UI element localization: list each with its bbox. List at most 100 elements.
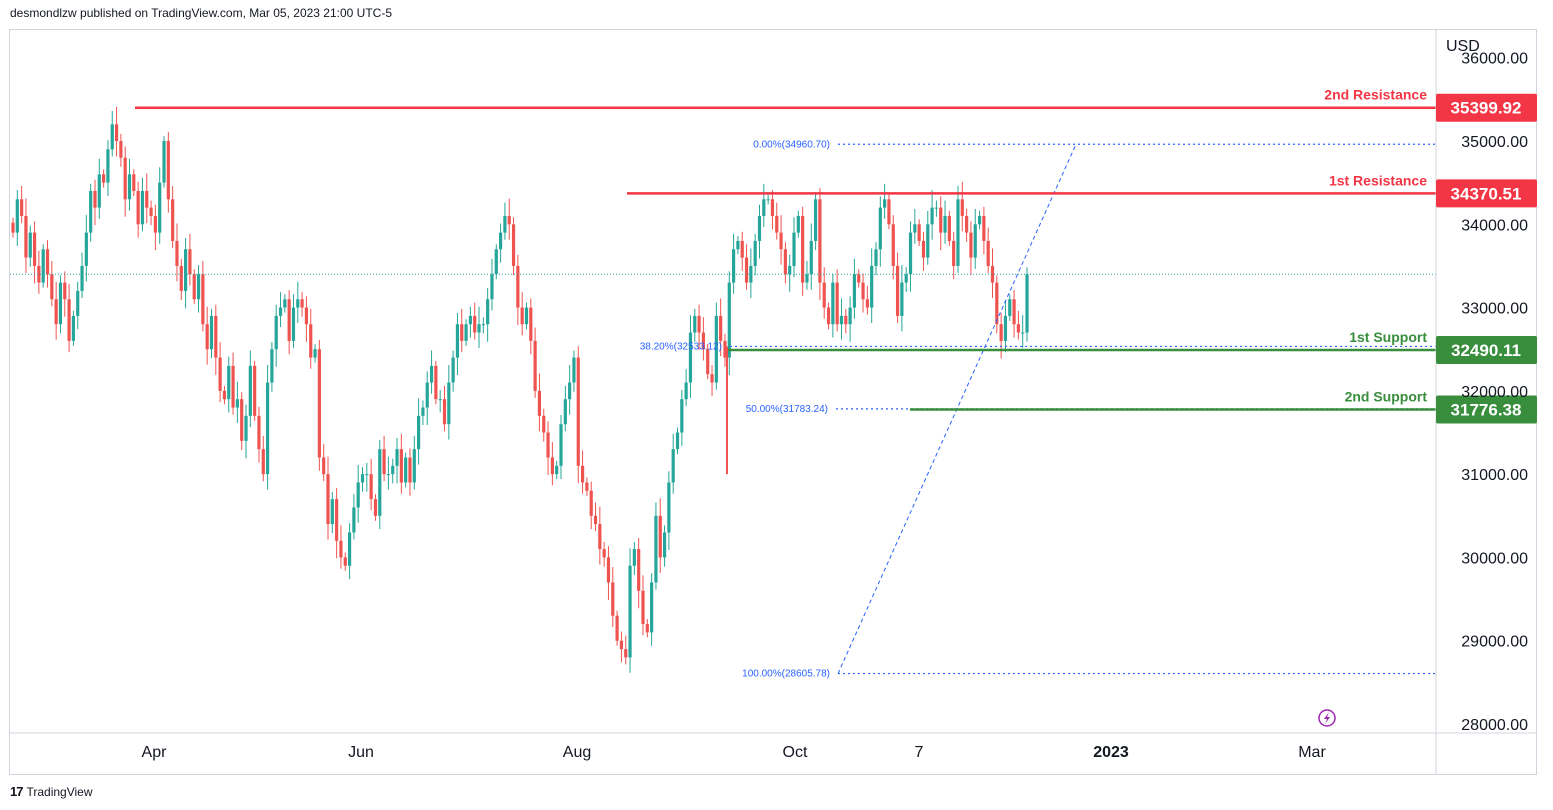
candle-body bbox=[952, 240, 956, 266]
candle-body bbox=[265, 382, 270, 475]
candle-body bbox=[680, 399, 684, 433]
candle-body bbox=[857, 274, 861, 283]
candle-body bbox=[347, 532, 352, 566]
candle-body bbox=[218, 357, 222, 391]
candle-body bbox=[865, 299, 869, 308]
candle-body bbox=[11, 222, 15, 233]
candle-body bbox=[356, 482, 360, 508]
candle-body bbox=[796, 215, 800, 233]
candle-body bbox=[209, 315, 214, 350]
candle-body bbox=[986, 240, 990, 266]
candle-body bbox=[611, 582, 615, 616]
candle-body bbox=[304, 307, 309, 325]
candle-body bbox=[498, 232, 503, 250]
candle-body bbox=[114, 124, 119, 141]
candle-body bbox=[675, 432, 680, 450]
candle-body bbox=[818, 199, 822, 283]
candle-body bbox=[770, 199, 775, 216]
candle-body bbox=[93, 190, 97, 208]
candle-body bbox=[861, 282, 865, 300]
candle-body bbox=[1003, 315, 1008, 341]
candle-body bbox=[520, 307, 524, 325]
price-axis: 35399.92 34370.51 32490.11 31776.38 USD 28000… bbox=[1435, 30, 1537, 775]
candle-body bbox=[943, 215, 947, 233]
candle-body bbox=[106, 149, 110, 183]
candle-body bbox=[632, 549, 636, 566]
candle-body bbox=[192, 274, 196, 300]
candle-body bbox=[792, 232, 796, 266]
candle-body bbox=[714, 315, 718, 383]
candle-body bbox=[391, 465, 395, 475]
candle-body bbox=[244, 415, 248, 441]
candle-body bbox=[805, 274, 809, 283]
candle-body bbox=[417, 415, 421, 450]
candle-body bbox=[222, 390, 227, 400]
candle-body bbox=[171, 199, 175, 241]
candle-body bbox=[464, 324, 468, 341]
candle-body bbox=[960, 199, 964, 216]
candle-body bbox=[939, 207, 943, 233]
candle-body bbox=[835, 282, 839, 325]
candle-body bbox=[977, 215, 982, 225]
candle-body bbox=[956, 199, 960, 266]
candle-body bbox=[813, 199, 818, 241]
candle-body bbox=[650, 582, 654, 633]
candle-body bbox=[947, 215, 951, 241]
candle-body bbox=[76, 290, 80, 316]
footer-brand: 17 TradingView bbox=[10, 784, 93, 799]
candle-body bbox=[727, 282, 731, 358]
price-tick-label: 32000.00 bbox=[1461, 384, 1528, 401]
publisher-header: desmondlzw published on TradingView.com,… bbox=[10, 6, 392, 20]
candle-body bbox=[386, 474, 391, 476]
candle-body bbox=[537, 390, 542, 416]
candle-body bbox=[274, 315, 278, 350]
level-name-label: 2nd Support bbox=[1345, 388, 1428, 404]
candle-body bbox=[442, 399, 447, 425]
candle-body bbox=[753, 240, 757, 266]
level-price-badge-text: 32490.11 bbox=[1451, 341, 1521, 360]
candle-body bbox=[37, 265, 41, 283]
candle-body bbox=[801, 215, 805, 283]
candle-body bbox=[706, 349, 710, 375]
candle-body bbox=[227, 365, 231, 400]
candle-body bbox=[883, 199, 887, 208]
candle-body bbox=[606, 557, 611, 583]
candle-body bbox=[317, 349, 321, 458]
candle-body bbox=[158, 182, 162, 233]
candle-body bbox=[908, 232, 913, 275]
candle-body bbox=[296, 299, 300, 308]
candle-body bbox=[762, 199, 766, 216]
candle-body bbox=[283, 299, 287, 308]
candle-body bbox=[378, 449, 382, 516]
candle-body bbox=[788, 265, 792, 275]
overlays-layer: 0.00%(34960.70) 38.20%(32533.12) 50.00%(31… bbox=[10, 87, 1436, 727]
candle-body bbox=[542, 415, 546, 433]
candle-body bbox=[352, 507, 356, 533]
candle-body bbox=[749, 265, 753, 283]
candle-body bbox=[921, 240, 926, 258]
candle-body bbox=[408, 457, 412, 483]
candle-body bbox=[425, 382, 429, 408]
candle-body bbox=[973, 224, 977, 258]
price-tick-label: 35000.00 bbox=[1461, 134, 1528, 151]
candle-body bbox=[404, 457, 408, 483]
candle-body bbox=[1012, 299, 1016, 325]
candle-body bbox=[71, 315, 76, 341]
candle-body bbox=[563, 399, 567, 425]
candle-body bbox=[140, 190, 145, 225]
candle-body bbox=[934, 207, 939, 209]
candle-body bbox=[662, 532, 667, 558]
candle-body bbox=[895, 265, 900, 316]
candle-body bbox=[719, 315, 723, 341]
candle-body bbox=[477, 324, 481, 333]
lightning-icon bbox=[1318, 709, 1336, 727]
candle-body bbox=[576, 357, 580, 466]
candle-body bbox=[585, 482, 589, 491]
candle-body bbox=[546, 432, 550, 458]
candle-body bbox=[1025, 274, 1029, 333]
level-price-badge bbox=[1436, 93, 1537, 122]
candle-body bbox=[917, 224, 921, 241]
candle-body bbox=[913, 224, 917, 233]
candle-body bbox=[136, 190, 140, 225]
